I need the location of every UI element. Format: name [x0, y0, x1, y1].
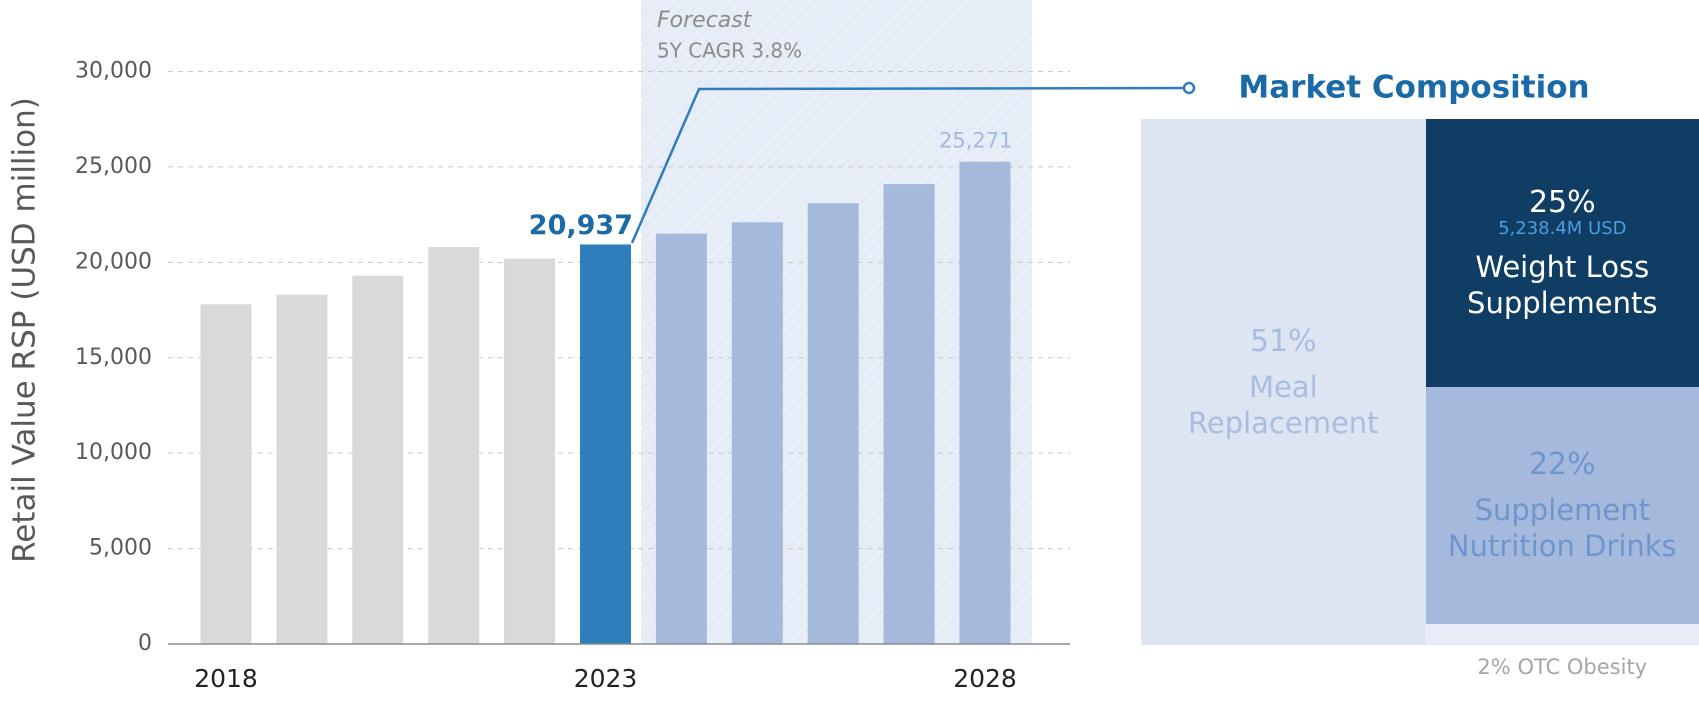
y-tick-label: 20,000 — [75, 249, 152, 274]
bar — [883, 184, 935, 644]
bar — [731, 222, 783, 644]
connector-dot — [1182, 81, 1196, 95]
bar — [352, 275, 404, 644]
tile-category: Supplement Nutrition Drinks — [1447, 492, 1677, 563]
bar — [504, 258, 556, 644]
bar — [580, 244, 631, 644]
x-tick-label: 2018 — [194, 664, 258, 693]
x-tick-label: 2023 — [574, 664, 638, 693]
bar — [200, 304, 252, 644]
tile-percent: 51% — [1249, 323, 1317, 359]
bar — [428, 247, 480, 645]
value-label: 25,271 — [939, 129, 1012, 153]
y-tick-label: 30,000 — [75, 59, 152, 84]
x-tick-label: 2028 — [953, 664, 1017, 693]
y-tick-label: 15,000 — [75, 345, 152, 370]
tile-caption: 2% OTC Obesity — [1426, 655, 1699, 679]
treemap-tile: 51% Meal Replacement — [1141, 119, 1426, 645]
bar — [807, 203, 859, 645]
tile-percent: 2% — [1477, 655, 1511, 679]
forecast-label: Forecast — [657, 8, 753, 33]
tile-category: Meal Replacement — [1188, 369, 1379, 440]
cagr-label: 5Y CAGR 3.8% — [657, 39, 802, 63]
y-tick-label: 10,000 — [75, 440, 152, 465]
treemap-tile: 22% Supplement Nutrition Drinks — [1425, 387, 1699, 624]
tile-category: Weight Loss Supplements — [1467, 250, 1658, 321]
tile-percent: 22% — [1528, 446, 1596, 482]
value-label: 20,937 — [529, 210, 633, 241]
bar — [959, 161, 1011, 644]
y-axis-label: Retail Value RSP (USD million) — [7, 97, 43, 563]
connector — [630, 86, 1190, 244]
treemap-tile: 25% 5,238.4M USD Weight Loss Supplements — [1425, 119, 1699, 388]
y-tick-label: 5,000 — [89, 536, 152, 561]
y-tick-label: 0 — [138, 631, 152, 656]
tile-category: OTC Obesity — [1517, 655, 1648, 679]
treemap-title: Market Composition — [1238, 70, 1589, 106]
bar — [655, 233, 707, 645]
tile-percent: 25% — [1528, 185, 1596, 221]
tile-amount: 5,238.4M USD — [1498, 218, 1627, 240]
bar — [276, 294, 328, 644]
y-tick-label: 25,000 — [75, 154, 152, 179]
treemap-tile — [1425, 623, 1699, 645]
